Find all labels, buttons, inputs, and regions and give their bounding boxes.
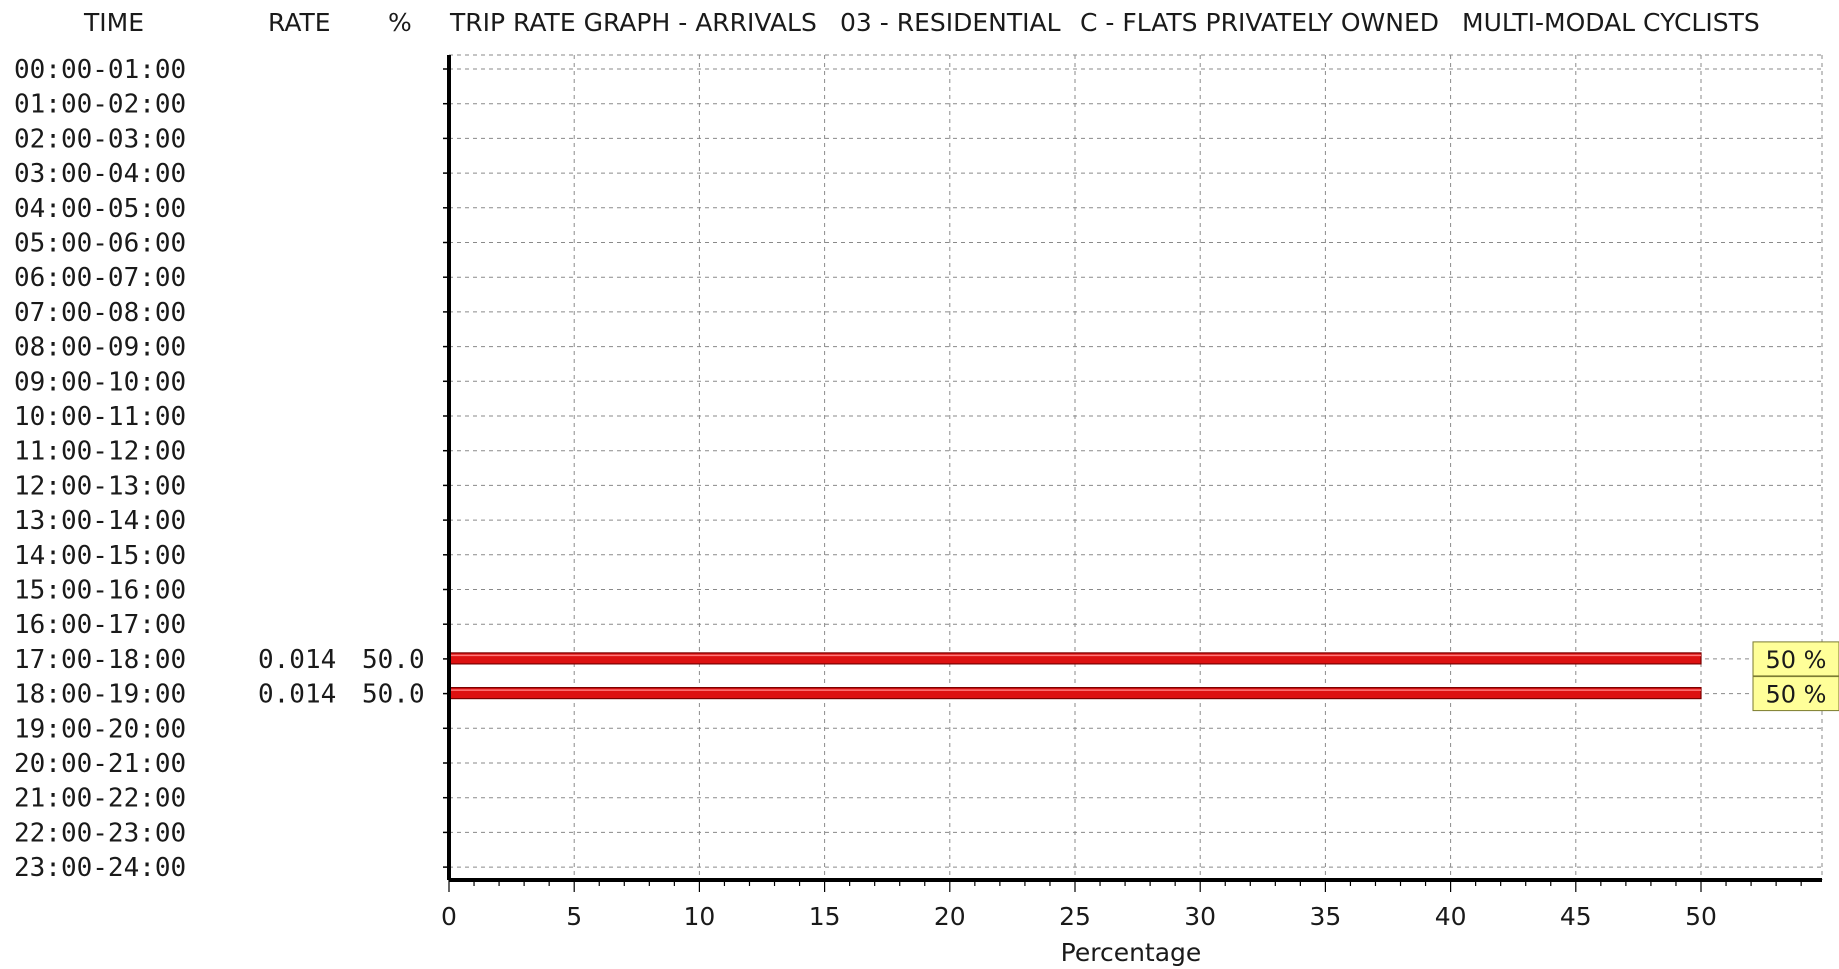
time-label: 20:00-21:00 (14, 749, 186, 779)
x-tick-label: 5 (566, 902, 582, 931)
time-label: 18:00-19:00 (14, 680, 186, 710)
percent-value: 50.0 (362, 680, 425, 710)
axes (443, 55, 1822, 882)
time-label: 08:00-09:00 (14, 333, 186, 363)
x-tick-label: 45 (1560, 902, 1592, 931)
time-rows: 00:00-01:00 01:00-02:00 02:00-03:00 03:00-0… (14, 55, 425, 883)
time-label: 07:00-08:00 (14, 298, 186, 328)
percent-column-header: % (388, 8, 412, 37)
rate-value: 0.014 (258, 680, 336, 710)
x-tick-label: 50 (1685, 902, 1717, 931)
time-label: 23:00-24:00 (14, 853, 186, 883)
time-label: 19:00-20:00 (14, 714, 186, 744)
time-label: 15:00-16:00 (14, 576, 186, 606)
bar-value-label: 50 % (1766, 646, 1827, 674)
rate-column-header: RATE (268, 8, 331, 37)
time-label: 13:00-14:00 (14, 506, 186, 536)
time-label: 05:00-06:00 (14, 229, 186, 259)
bar (448, 652, 1702, 665)
time-label: 12:00-13:00 (14, 471, 186, 501)
time-column-header: TIME (83, 8, 144, 37)
x-tick-label: 0 (441, 902, 457, 931)
bars: 50 % 50 % (448, 641, 1839, 712)
time-label: 10:00-11:00 (14, 402, 186, 432)
percent-value: 50.0 (362, 645, 425, 675)
x-tick-label: 10 (683, 902, 715, 931)
land-use-subcategory: C - FLATS PRIVATELY OWNED (1080, 8, 1439, 37)
bar-value-label: 50 % (1766, 681, 1827, 709)
x-tick-label: 30 (1184, 902, 1216, 931)
time-label: 21:00-22:00 (14, 784, 186, 814)
time-label: 04:00-05:00 (14, 194, 186, 224)
time-label: 00:00-01:00 (14, 55, 186, 85)
x-tick-label: 20 (934, 902, 966, 931)
land-use-category: 03 - RESIDENTIAL (840, 8, 1061, 37)
x-tick-label: 35 (1309, 902, 1341, 931)
travel-mode: MULTI-MODAL CYCLISTS (1462, 8, 1760, 37)
time-label: 06:00-07:00 (14, 263, 186, 293)
rate-value: 0.014 (258, 645, 336, 675)
x-tick-label: 40 (1435, 902, 1467, 931)
bar (448, 686, 1702, 700)
time-label: 22:00-23:00 (14, 818, 186, 848)
x-tick-label: 15 (809, 902, 841, 931)
x-axis-ticks: 0 5 10 15 20 25 30 35 40 45 50 (441, 880, 1802, 931)
time-label: 11:00-12:00 (14, 437, 186, 467)
time-label: 14:00-15:00 (14, 541, 186, 571)
bar-value-label-box (1752, 641, 1839, 677)
time-label: 09:00-10:00 (14, 367, 186, 397)
bar-value-label-box (1752, 676, 1839, 712)
grid-lines (449, 54, 1823, 880)
time-label: 02:00-03:00 (14, 124, 186, 154)
x-tick-label: 25 (1059, 902, 1091, 931)
time-label: 16:00-17:00 (14, 610, 186, 640)
time-label: 03:00-04:00 (14, 159, 186, 189)
time-label: 17:00-18:00 (14, 645, 186, 675)
x-axis-label: Percentage (1061, 938, 1202, 967)
time-label: 01:00-02:00 (14, 90, 186, 120)
chart-title: TRIP RATE GRAPH - ARRIVALS (449, 8, 817, 37)
